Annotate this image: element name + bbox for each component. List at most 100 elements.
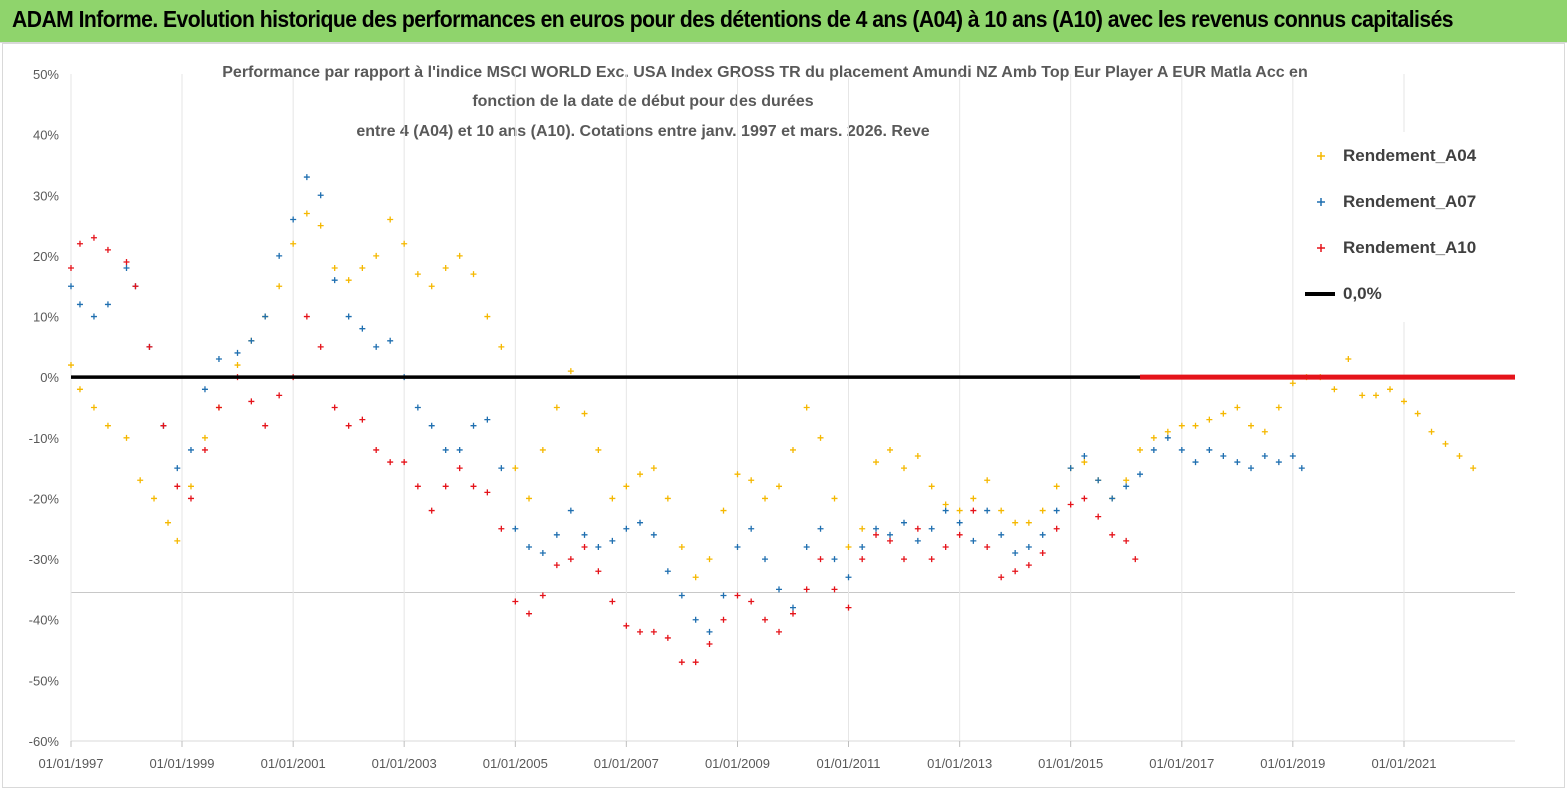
data-point [201, 386, 208, 393]
data-point [748, 598, 755, 605]
x-tick-label: 01/01/1999 [149, 756, 214, 771]
data-point [104, 422, 111, 429]
data-point [873, 459, 880, 466]
data-point [401, 240, 408, 247]
data-point [1373, 392, 1380, 399]
data-point [1470, 465, 1477, 472]
data-point [762, 495, 769, 502]
data-point [470, 422, 477, 429]
data-point [1039, 550, 1046, 557]
data-point [901, 556, 908, 563]
data-point [1132, 556, 1139, 563]
chart-canvas: Performance par rapport à l'indice MSCI … [29, 64, 1518, 771]
data-point [174, 465, 181, 472]
data-point [1206, 416, 1213, 423]
data-point [1192, 459, 1199, 466]
data-point [928, 525, 935, 532]
data-point [331, 265, 338, 272]
data-point [859, 543, 866, 550]
data-point [845, 543, 852, 550]
data-point [650, 465, 657, 472]
legend-swatch [1317, 244, 1325, 252]
data-point [317, 343, 324, 350]
data-point [1359, 392, 1366, 399]
data-point [201, 446, 208, 453]
data-point [1012, 519, 1019, 526]
data-point [1123, 477, 1130, 484]
y-tick-label: -60% [29, 734, 60, 749]
x-tick-label: 01/01/1997 [38, 756, 103, 771]
data-point [1261, 428, 1268, 435]
legend-swatch [1317, 152, 1325, 160]
data-point [234, 362, 241, 369]
y-tick-label: 30% [33, 188, 59, 203]
legend-item: 0,0% [1305, 284, 1382, 303]
data-point [68, 362, 74, 369]
data-point [387, 216, 394, 223]
data-point [678, 659, 685, 666]
data-point [567, 368, 574, 375]
data-point [373, 252, 380, 259]
data-point [887, 537, 894, 544]
data-point [845, 574, 852, 581]
data-point [1081, 495, 1088, 502]
data-point [942, 543, 949, 550]
data-point [104, 246, 111, 253]
data-point [553, 562, 560, 569]
data-point [1345, 355, 1352, 362]
chart-area: Performance par rapport à l'indice MSCI … [2, 43, 1565, 788]
data-point [859, 525, 866, 532]
data-point [956, 507, 963, 514]
data-point [650, 531, 657, 538]
data-point [484, 416, 491, 423]
chart-title: Performance par rapport à l'indice MSCI … [222, 64, 1307, 140]
data-point [215, 404, 222, 411]
data-point [1248, 422, 1255, 429]
data-point [637, 519, 644, 526]
data-point [387, 337, 394, 344]
data-point [442, 483, 449, 490]
data-point [1137, 471, 1144, 478]
data-point [762, 616, 769, 623]
data-point [317, 222, 324, 229]
data-point [1220, 453, 1227, 460]
data-point [456, 446, 463, 453]
x-tick-label: 01/01/2009 [705, 756, 770, 771]
data-point [567, 556, 574, 563]
data-point [68, 265, 74, 272]
data-point [970, 507, 977, 514]
data-point [595, 568, 602, 575]
data-point [901, 465, 908, 472]
data-point [470, 483, 477, 490]
series-rendement_a10 [68, 234, 1139, 666]
data-point [984, 477, 991, 484]
data-point [817, 556, 824, 563]
data-point [303, 313, 310, 320]
data-point [1067, 465, 1074, 472]
x-tick-label: 01/01/2021 [1371, 756, 1436, 771]
data-point [151, 495, 158, 502]
data-point [428, 283, 435, 290]
data-point [428, 422, 435, 429]
data-point [1081, 459, 1088, 466]
data-point [526, 610, 533, 617]
legend-label: Rendement_A10 [1343, 238, 1476, 257]
data-point [1456, 453, 1463, 460]
data-point [262, 422, 269, 429]
data-point [776, 483, 783, 490]
data-point [498, 525, 505, 532]
data-point [720, 592, 727, 599]
data-point [984, 507, 991, 514]
data-point [215, 355, 222, 362]
data-point [123, 434, 130, 441]
data-point [498, 465, 505, 472]
data-point [512, 598, 519, 605]
data-point [998, 574, 1005, 581]
data-point [623, 525, 630, 532]
chart-title-line-1: Performance par rapport à l'indice MSCI … [222, 64, 1307, 81]
data-point [1178, 446, 1185, 453]
data-point [748, 477, 755, 484]
data-point [901, 519, 908, 526]
data-point [790, 610, 796, 617]
series-rendement_a07 [68, 174, 1305, 635]
